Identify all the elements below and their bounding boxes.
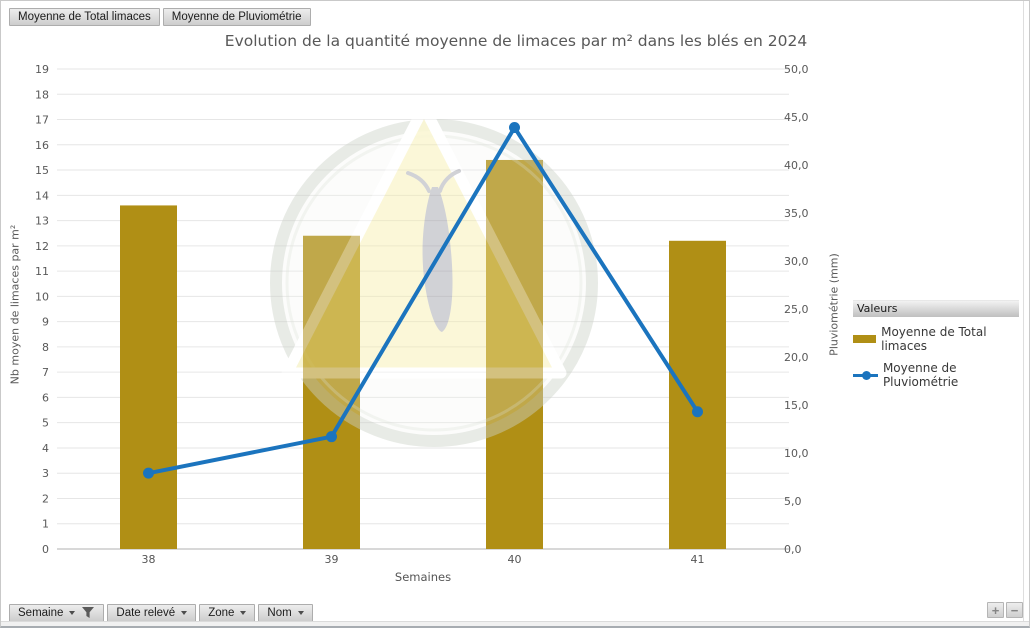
left-axis-tick-label: 13 bbox=[35, 215, 49, 228]
left-axis-tick-label: 1 bbox=[42, 518, 49, 531]
legend-label: Moyenne de Pluviométrie bbox=[882, 361, 959, 389]
x-axis-title: Semaines bbox=[394, 570, 452, 584]
field-button-semaine[interactable]: Semaine bbox=[9, 604, 105, 622]
chevron-down-icon bbox=[69, 610, 76, 615]
bar bbox=[303, 235, 360, 549]
left-axis-tick-label: 3 bbox=[42, 467, 49, 480]
x-tick-label: 39 bbox=[325, 553, 339, 566]
left-axis-tick-label: 11 bbox=[35, 265, 49, 278]
field-button-nom[interactable]: Nom bbox=[258, 604, 313, 622]
legend-item-pluviometrie: Moyenne de Pluviométrie bbox=[853, 361, 1019, 389]
field-button-moyenne-total-limaces[interactable]: Moyenne de Total limaces bbox=[9, 8, 160, 26]
right-axis-tick-label: 10,0 bbox=[784, 447, 809, 460]
right-axis-tick-label: 20,0 bbox=[784, 351, 809, 364]
line-marker bbox=[326, 431, 337, 443]
field-button-zone[interactable]: Zone bbox=[199, 604, 256, 622]
right-axis-tick-label: 0,0 bbox=[784, 543, 802, 556]
line-marker bbox=[143, 467, 154, 479]
right-axis-tick-label: 45,0 bbox=[784, 111, 809, 124]
left-axis-tick-label: 8 bbox=[42, 341, 49, 354]
chevron-down-icon bbox=[240, 610, 247, 615]
zoom-controls: + − bbox=[987, 602, 1023, 618]
bottom-status-strip bbox=[1, 621, 1029, 626]
zoom-in-button[interactable]: + bbox=[987, 602, 1004, 618]
field-button-label: Moyenne de Total limaces bbox=[18, 10, 151, 23]
right-axis-tick-label: 50,0 bbox=[784, 63, 809, 76]
left-axis-tick-label: 17 bbox=[35, 114, 49, 127]
bar bbox=[486, 159, 543, 549]
legend-item-total-limaces: Moyenne de Total limaces bbox=[853, 325, 1019, 353]
left-axis-tick-label: 6 bbox=[42, 391, 49, 404]
right-axis-tick-label: 15,0 bbox=[784, 399, 809, 412]
field-button-label: Semaine bbox=[18, 606, 64, 619]
watermark-triangle bbox=[281, 101, 567, 379]
left-axis-tick-label: 2 bbox=[42, 492, 49, 505]
filter-funnel-icon bbox=[82, 607, 95, 618]
left-axis-tick-label: 5 bbox=[42, 417, 49, 430]
right-axis-tick-label: 25,0 bbox=[784, 303, 809, 316]
watermark-slug-antenna-left bbox=[406, 171, 431, 193]
right-axis-tick-label: 35,0 bbox=[784, 207, 809, 220]
chart-grid-bars-layer: 0123456789101112131415161718190,05,010,0… bbox=[35, 63, 809, 566]
left-axis-title: Nb moyen de limaces par m² bbox=[8, 224, 22, 385]
watermark-slug-antenna-right bbox=[438, 169, 461, 193]
chart-title: Evolution de la quantité moyenne de lima… bbox=[224, 32, 808, 50]
chart-line-layer bbox=[143, 122, 703, 479]
legend-swatch-line bbox=[853, 370, 878, 380]
watermark-inner-ring bbox=[285, 134, 583, 432]
x-tick-label: 38 bbox=[142, 553, 156, 566]
field-button-label: Moyenne de Pluviométrie bbox=[171, 10, 302, 23]
bar bbox=[669, 240, 726, 549]
left-axis-tick-label: 15 bbox=[35, 164, 49, 177]
field-button-label: Zone bbox=[208, 606, 235, 619]
left-axis-tick-label: 0 bbox=[42, 543, 49, 556]
right-axis-tick-label: 40,0 bbox=[784, 159, 809, 172]
field-button-date-releve[interactable]: Date relevé bbox=[107, 604, 197, 622]
watermark-slug-mouth bbox=[428, 200, 440, 206]
left-axis-tick-label: 10 bbox=[35, 290, 49, 303]
left-axis-tick-label: 14 bbox=[35, 189, 49, 202]
right-axis-tick-label: 30,0 bbox=[784, 255, 809, 268]
field-button-label: Nom bbox=[267, 606, 292, 619]
legend-header: Valeurs bbox=[853, 300, 1019, 317]
left-axis-tick-label: 9 bbox=[42, 316, 49, 329]
right-axis-tick-label: 5,0 bbox=[784, 495, 802, 508]
bottom-field-button-row: Semaine Date relevé Zone Nom bbox=[9, 604, 313, 622]
left-axis-tick-label: 7 bbox=[42, 366, 49, 379]
pluviometrie-line bbox=[146, 125, 700, 476]
left-axis-tick-label: 16 bbox=[35, 139, 49, 152]
left-axis-tick-label: 4 bbox=[42, 442, 49, 455]
left-axis-tick-label: 12 bbox=[35, 240, 49, 253]
right-pane-divider bbox=[1023, 1, 1024, 626]
field-button-label: Date relevé bbox=[116, 606, 176, 619]
legend-label: Moyenne de Total limaces bbox=[881, 325, 987, 353]
top-field-button-row: Moyenne de Total limaces Moyenne de Pluv… bbox=[9, 8, 311, 26]
bar bbox=[120, 205, 177, 549]
right-axis-title: Pluviométrie (mm) bbox=[827, 253, 841, 356]
watermark-circle bbox=[270, 119, 598, 447]
x-tick-label: 40 bbox=[508, 553, 522, 566]
field-button-moyenne-pluviometrie[interactable]: Moyenne de Pluviométrie bbox=[162, 8, 311, 26]
left-axis-tick-label: 18 bbox=[35, 88, 49, 101]
chevron-down-icon bbox=[181, 610, 188, 615]
line-marker bbox=[692, 406, 703, 418]
left-axis-tick-label: 19 bbox=[35, 63, 49, 76]
chevron-down-icon bbox=[297, 610, 304, 615]
legend: Valeurs Moyenne de Total limaces Moyenne… bbox=[853, 300, 1019, 389]
x-tick-label: 41 bbox=[691, 553, 705, 566]
zoom-out-button[interactable]: − bbox=[1006, 602, 1023, 618]
slug-warning-watermark bbox=[270, 101, 598, 447]
legend-swatch-bar bbox=[853, 335, 877, 343]
line-marker bbox=[509, 122, 520, 134]
